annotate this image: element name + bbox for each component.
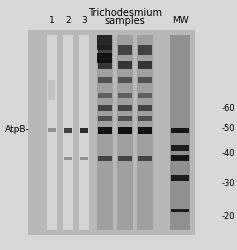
Bar (118, 92, 132, 98)
Bar (118, 116, 132, 120)
Bar (138, 156, 152, 160)
Text: AtpB-: AtpB- (5, 126, 30, 134)
Bar (138, 116, 152, 120)
Bar (118, 126, 132, 134)
Text: -50: -50 (222, 124, 235, 133)
Text: -40: -40 (222, 149, 235, 158)
Bar (64, 156, 72, 160)
Bar (137, 35, 153, 230)
Bar (98, 45, 112, 55)
Bar (138, 45, 152, 55)
Text: -20: -20 (222, 212, 235, 221)
Bar (98, 105, 112, 111)
Bar (98, 156, 112, 160)
Bar (98, 61, 112, 69)
Bar (171, 145, 189, 151)
Text: 3: 3 (81, 16, 87, 25)
Text: 1: 1 (49, 16, 55, 25)
Bar (138, 126, 152, 134)
Bar (98, 92, 112, 98)
Text: -30: -30 (221, 179, 235, 188)
Bar (79, 35, 89, 230)
Bar (28, 30, 195, 235)
Bar (171, 128, 189, 132)
Text: -60: -60 (221, 104, 235, 113)
Bar (47, 35, 57, 230)
Bar (97, 53, 113, 63)
Bar (118, 61, 132, 69)
Text: Trichodesmium: Trichodesmium (88, 8, 162, 18)
Bar (118, 77, 132, 83)
Text: 2: 2 (65, 16, 71, 25)
Bar (138, 92, 152, 98)
Bar (171, 156, 189, 160)
Text: samples: samples (105, 16, 145, 26)
Bar (138, 61, 152, 69)
Bar (171, 155, 189, 161)
Bar (98, 126, 112, 134)
Bar (98, 116, 112, 120)
Bar (118, 156, 132, 160)
Bar (138, 77, 152, 83)
Bar (48, 128, 56, 132)
Bar (118, 45, 132, 55)
Bar (64, 128, 72, 132)
Text: MW: MW (172, 16, 188, 25)
Bar (63, 35, 73, 230)
Bar (171, 208, 189, 212)
Bar (97, 34, 113, 50)
Bar (98, 77, 112, 83)
Bar (97, 35, 113, 230)
Bar (171, 128, 189, 132)
Bar (49, 80, 55, 100)
Bar (118, 105, 132, 111)
Bar (80, 156, 88, 160)
Bar (117, 35, 133, 230)
Bar (80, 128, 88, 132)
Bar (170, 35, 190, 230)
Bar (171, 175, 189, 181)
Bar (138, 105, 152, 111)
